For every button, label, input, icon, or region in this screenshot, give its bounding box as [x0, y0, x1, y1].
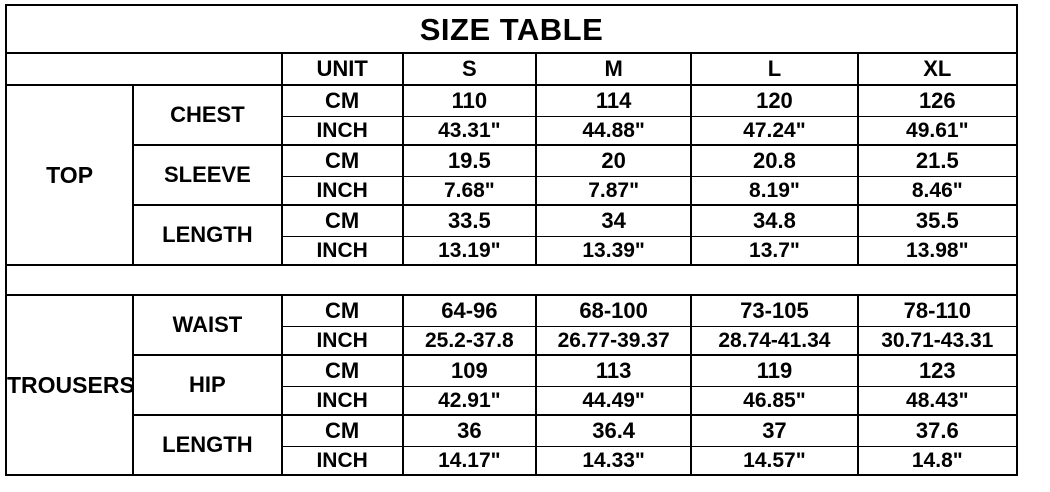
value-cell: 20 [534, 144, 693, 177]
table-row: INCH 14.17" 14.33" 14.57" 14.8" [6, 446, 1019, 476]
unit-label: CM [280, 204, 404, 237]
table-row: INCH 7.68" 7.87" 8.19" 8.46" [6, 176, 1019, 206]
value-cell: 43.31" [401, 116, 537, 146]
value-cell: 119 [690, 354, 859, 387]
value-cell: 123 [856, 354, 1019, 387]
header-size-l: L [690, 52, 859, 86]
table-row: LENGTH CM 36 36.4 37 37.6 [6, 414, 1019, 476]
value-cell: 37 [690, 414, 859, 447]
value-cell: 13.98" [856, 236, 1019, 266]
value-cell: 126 [856, 84, 1019, 117]
part-trousers-length: LENGTH [132, 414, 283, 476]
value-cell: 7.87" [534, 176, 693, 206]
value-cell: 36 [401, 414, 537, 447]
table-row: TOP CHEST CM 110 114 120 126 [4, 84, 1019, 266]
table-row: TROUSERS WAIST CM 64-96 68-100 73-105 78… [4, 294, 1019, 476]
value-cell: 13.19" [401, 236, 537, 266]
category-top: TOP [4, 84, 135, 266]
value-cell: 49.61" [856, 116, 1019, 146]
unit-label: CM [280, 294, 404, 327]
value-cell: 8.46" [856, 176, 1019, 206]
value-cell: 13.7" [690, 236, 859, 266]
value-cell: 37.6 [856, 414, 1019, 447]
value-cell: 14.57" [690, 446, 859, 476]
header-row: UNIT S M L XL [5, 52, 1019, 86]
value-cell: 28.74-41.34 [690, 326, 859, 356]
part-top-chest: CHEST [132, 84, 283, 146]
value-cell: 47.24" [690, 116, 859, 146]
value-cell: 14.33" [534, 446, 693, 476]
value-cell: 19.5 [401, 144, 537, 177]
header-size-m: M [534, 52, 693, 86]
value-cell: 25.2-37.8 [401, 326, 537, 356]
part-top-length: LENGTH [132, 204, 283, 266]
part-top-sleeve: SLEEVE [132, 144, 283, 206]
unit-label: INCH [280, 176, 404, 206]
value-cell: 113 [534, 354, 693, 387]
value-cell: 14.8" [856, 446, 1019, 476]
table-row: INCH 42.91" 44.49" 46.85" 48.43" [6, 386, 1019, 416]
value-cell: 109 [401, 354, 537, 387]
value-cell: 21.5 [856, 144, 1019, 177]
title-row: SIZE TABLE [5, 4, 1018, 54]
table-row: HIP CM 109 113 119 123 [6, 354, 1019, 416]
unit-label: CM [280, 354, 404, 387]
part-trousers-waist: WAIST [132, 294, 283, 356]
value-cell: 13.39" [534, 236, 693, 266]
value-cell: 64-96 [401, 294, 537, 327]
value-cell: 26.77-39.37 [534, 326, 693, 356]
value-cell: 35.5 [856, 204, 1019, 237]
table-row: INCH 13.19" 13.39" 13.7" 13.98" [6, 236, 1019, 266]
table-row: INCH 43.31" 44.88" 47.24" 49.61" [6, 116, 1019, 146]
value-cell: 48.43" [856, 386, 1019, 416]
value-cell: 78-110 [856, 294, 1019, 327]
unit-label: INCH [280, 236, 404, 266]
header-size-xl: XL [856, 52, 1019, 86]
value-cell: 44.49" [534, 386, 693, 416]
size-table: SIZE TABLE UNIT S M L XL TOP CHEST CM 11… [4, 4, 1019, 476]
value-cell: 34.8 [690, 204, 859, 237]
table-row: LENGTH CM 33.5 34 34.8 35.5 [6, 204, 1019, 266]
header-size-s: S [401, 52, 537, 86]
unit-label: INCH [280, 326, 404, 356]
part-trousers-hip: HIP [132, 354, 283, 416]
value-cell: 114 [534, 84, 693, 117]
unit-label: CM [280, 414, 404, 447]
value-cell: 8.19" [690, 176, 859, 206]
header-unit: UNIT [280, 52, 404, 86]
value-cell: 7.68" [401, 176, 537, 206]
unit-label: INCH [280, 386, 404, 416]
value-cell: 33.5 [401, 204, 537, 237]
value-cell: 73-105 [690, 294, 859, 327]
unit-label: CM [280, 144, 404, 177]
table-row: INCH 25.2-37.8 26.77-39.37 28.74-41.34 3… [6, 326, 1019, 356]
header-blank-cell [5, 52, 283, 86]
section-spacer [5, 264, 1018, 296]
unit-label: CM [280, 84, 404, 117]
value-cell: 68-100 [534, 294, 693, 327]
value-cell: 20.8 [690, 144, 859, 177]
value-cell: 34 [534, 204, 693, 237]
value-cell: 120 [690, 84, 859, 117]
category-trousers: TROUSERS [4, 294, 135, 476]
table-row: SLEEVE CM 19.5 20 20.8 21.5 [6, 144, 1019, 206]
unit-label: INCH [280, 116, 404, 146]
value-cell: 30.71-43.31 [856, 326, 1019, 356]
table-title: SIZE TABLE [5, 4, 1018, 54]
unit-label: INCH [280, 446, 404, 476]
value-cell: 42.91" [401, 386, 537, 416]
value-cell: 14.17" [401, 446, 537, 476]
value-cell: 36.4 [534, 414, 693, 447]
section-spacer-row [5, 264, 1018, 296]
value-cell: 110 [401, 84, 537, 117]
value-cell: 46.85" [690, 386, 859, 416]
value-cell: 44.88" [534, 116, 693, 146]
